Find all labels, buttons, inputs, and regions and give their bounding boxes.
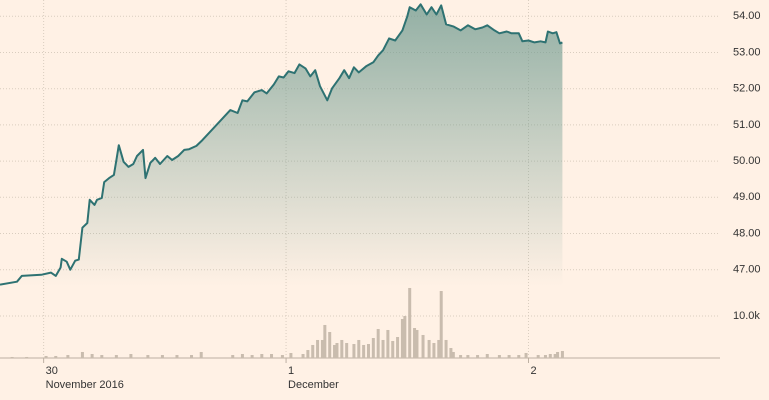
volume-bar: [328, 332, 332, 358]
y-tick-label: 54.00: [733, 10, 761, 22]
volume-bar: [553, 354, 557, 358]
y-tick-label: 52.00: [733, 83, 761, 95]
volume-bar: [476, 355, 480, 358]
x-month-label: December: [288, 379, 339, 391]
volume-bar: [396, 337, 400, 358]
volume-bar: [260, 354, 264, 358]
x-tick-label: 2: [530, 365, 536, 377]
volume-bar: [437, 339, 441, 358]
price-line: [0, 3, 563, 286]
volume-bar: [507, 355, 511, 358]
volume-bar: [54, 355, 58, 358]
x-tick-label: 1: [288, 365, 294, 377]
volume-bar: [175, 355, 179, 358]
volume-bar: [371, 338, 375, 358]
volume-bar: [301, 354, 305, 358]
volume-bar: [289, 353, 293, 358]
volume-bar: [459, 355, 463, 358]
volume-bar: [497, 355, 501, 358]
volume-bar: [100, 355, 104, 358]
volume-bar: [316, 339, 320, 358]
volume-bar: [114, 355, 118, 358]
volume-bar: [250, 355, 254, 358]
volume-bar: [10, 356, 14, 358]
volume-bar: [403, 316, 407, 358]
volume-bar: [451, 351, 455, 358]
volume-bar: [391, 340, 395, 358]
volume-bar: [323, 324, 327, 358]
volume-bar: [376, 329, 380, 358]
volume-bar: [427, 339, 431, 358]
volume-bar: [160, 355, 164, 358]
volume-bar: [306, 350, 310, 358]
volume-bar: [408, 287, 412, 358]
volume-bar: [280, 355, 284, 358]
y-tick-label: 50.00: [733, 155, 761, 167]
volume-bar: [199, 351, 203, 358]
volume-bar: [415, 329, 419, 358]
y-tick-label: 51.00: [733, 119, 761, 131]
volume-bar: [44, 355, 48, 358]
volume-bar: [517, 355, 521, 358]
volume-bar: [536, 355, 540, 358]
x-month-label: November 2016: [46, 379, 124, 391]
volume-bar: [311, 344, 315, 358]
volume-bar: [80, 351, 84, 358]
volume-bar: [90, 354, 94, 358]
volume-bar: [333, 344, 337, 358]
volume-bar: [146, 355, 150, 358]
y-tick-label: 47.00: [733, 264, 761, 276]
volume-bar: [345, 343, 349, 358]
volume-bar: [439, 291, 443, 358]
volume-bar: [548, 354, 552, 358]
volume-bar: [231, 355, 235, 358]
volume-bar: [335, 343, 339, 358]
volume-bar: [190, 355, 194, 358]
volume-bar: [421, 334, 425, 358]
volume-bar: [485, 354, 489, 358]
volume-bar: [320, 339, 324, 358]
volume-bar: [524, 353, 528, 358]
volume-bar: [352, 344, 356, 358]
volume-bar: [386, 329, 390, 358]
volume-bar: [543, 355, 547, 358]
volume-bar: [366, 344, 370, 358]
x-tick-label: 30: [46, 365, 58, 377]
volume-bar: [129, 354, 133, 358]
volume-bar: [381, 339, 385, 358]
volume-bar: [466, 355, 470, 358]
y-tick-label: 53.00: [733, 46, 761, 58]
area-fill: [0, 4, 563, 287]
volume-bar: [240, 354, 244, 358]
volume-bar: [556, 351, 560, 358]
volume-bar: [413, 328, 417, 358]
volume-bar: [560, 350, 564, 358]
volume-bar: [400, 318, 404, 358]
volume-bar: [362, 344, 366, 358]
y-tick-label: 48.00: [733, 227, 761, 239]
volume-bar: [432, 343, 436, 358]
volume-bar: [25, 356, 29, 358]
volume-bar: [340, 339, 344, 358]
volume-bar: [357, 339, 361, 358]
y-tick-label: 49.00: [733, 191, 761, 203]
volume-bar: [270, 354, 274, 358]
volume-bar: [449, 348, 453, 358]
volume-bar: [66, 355, 70, 358]
y-tick-label: 10.0k: [733, 310, 760, 322]
volume-bar: [444, 339, 448, 358]
